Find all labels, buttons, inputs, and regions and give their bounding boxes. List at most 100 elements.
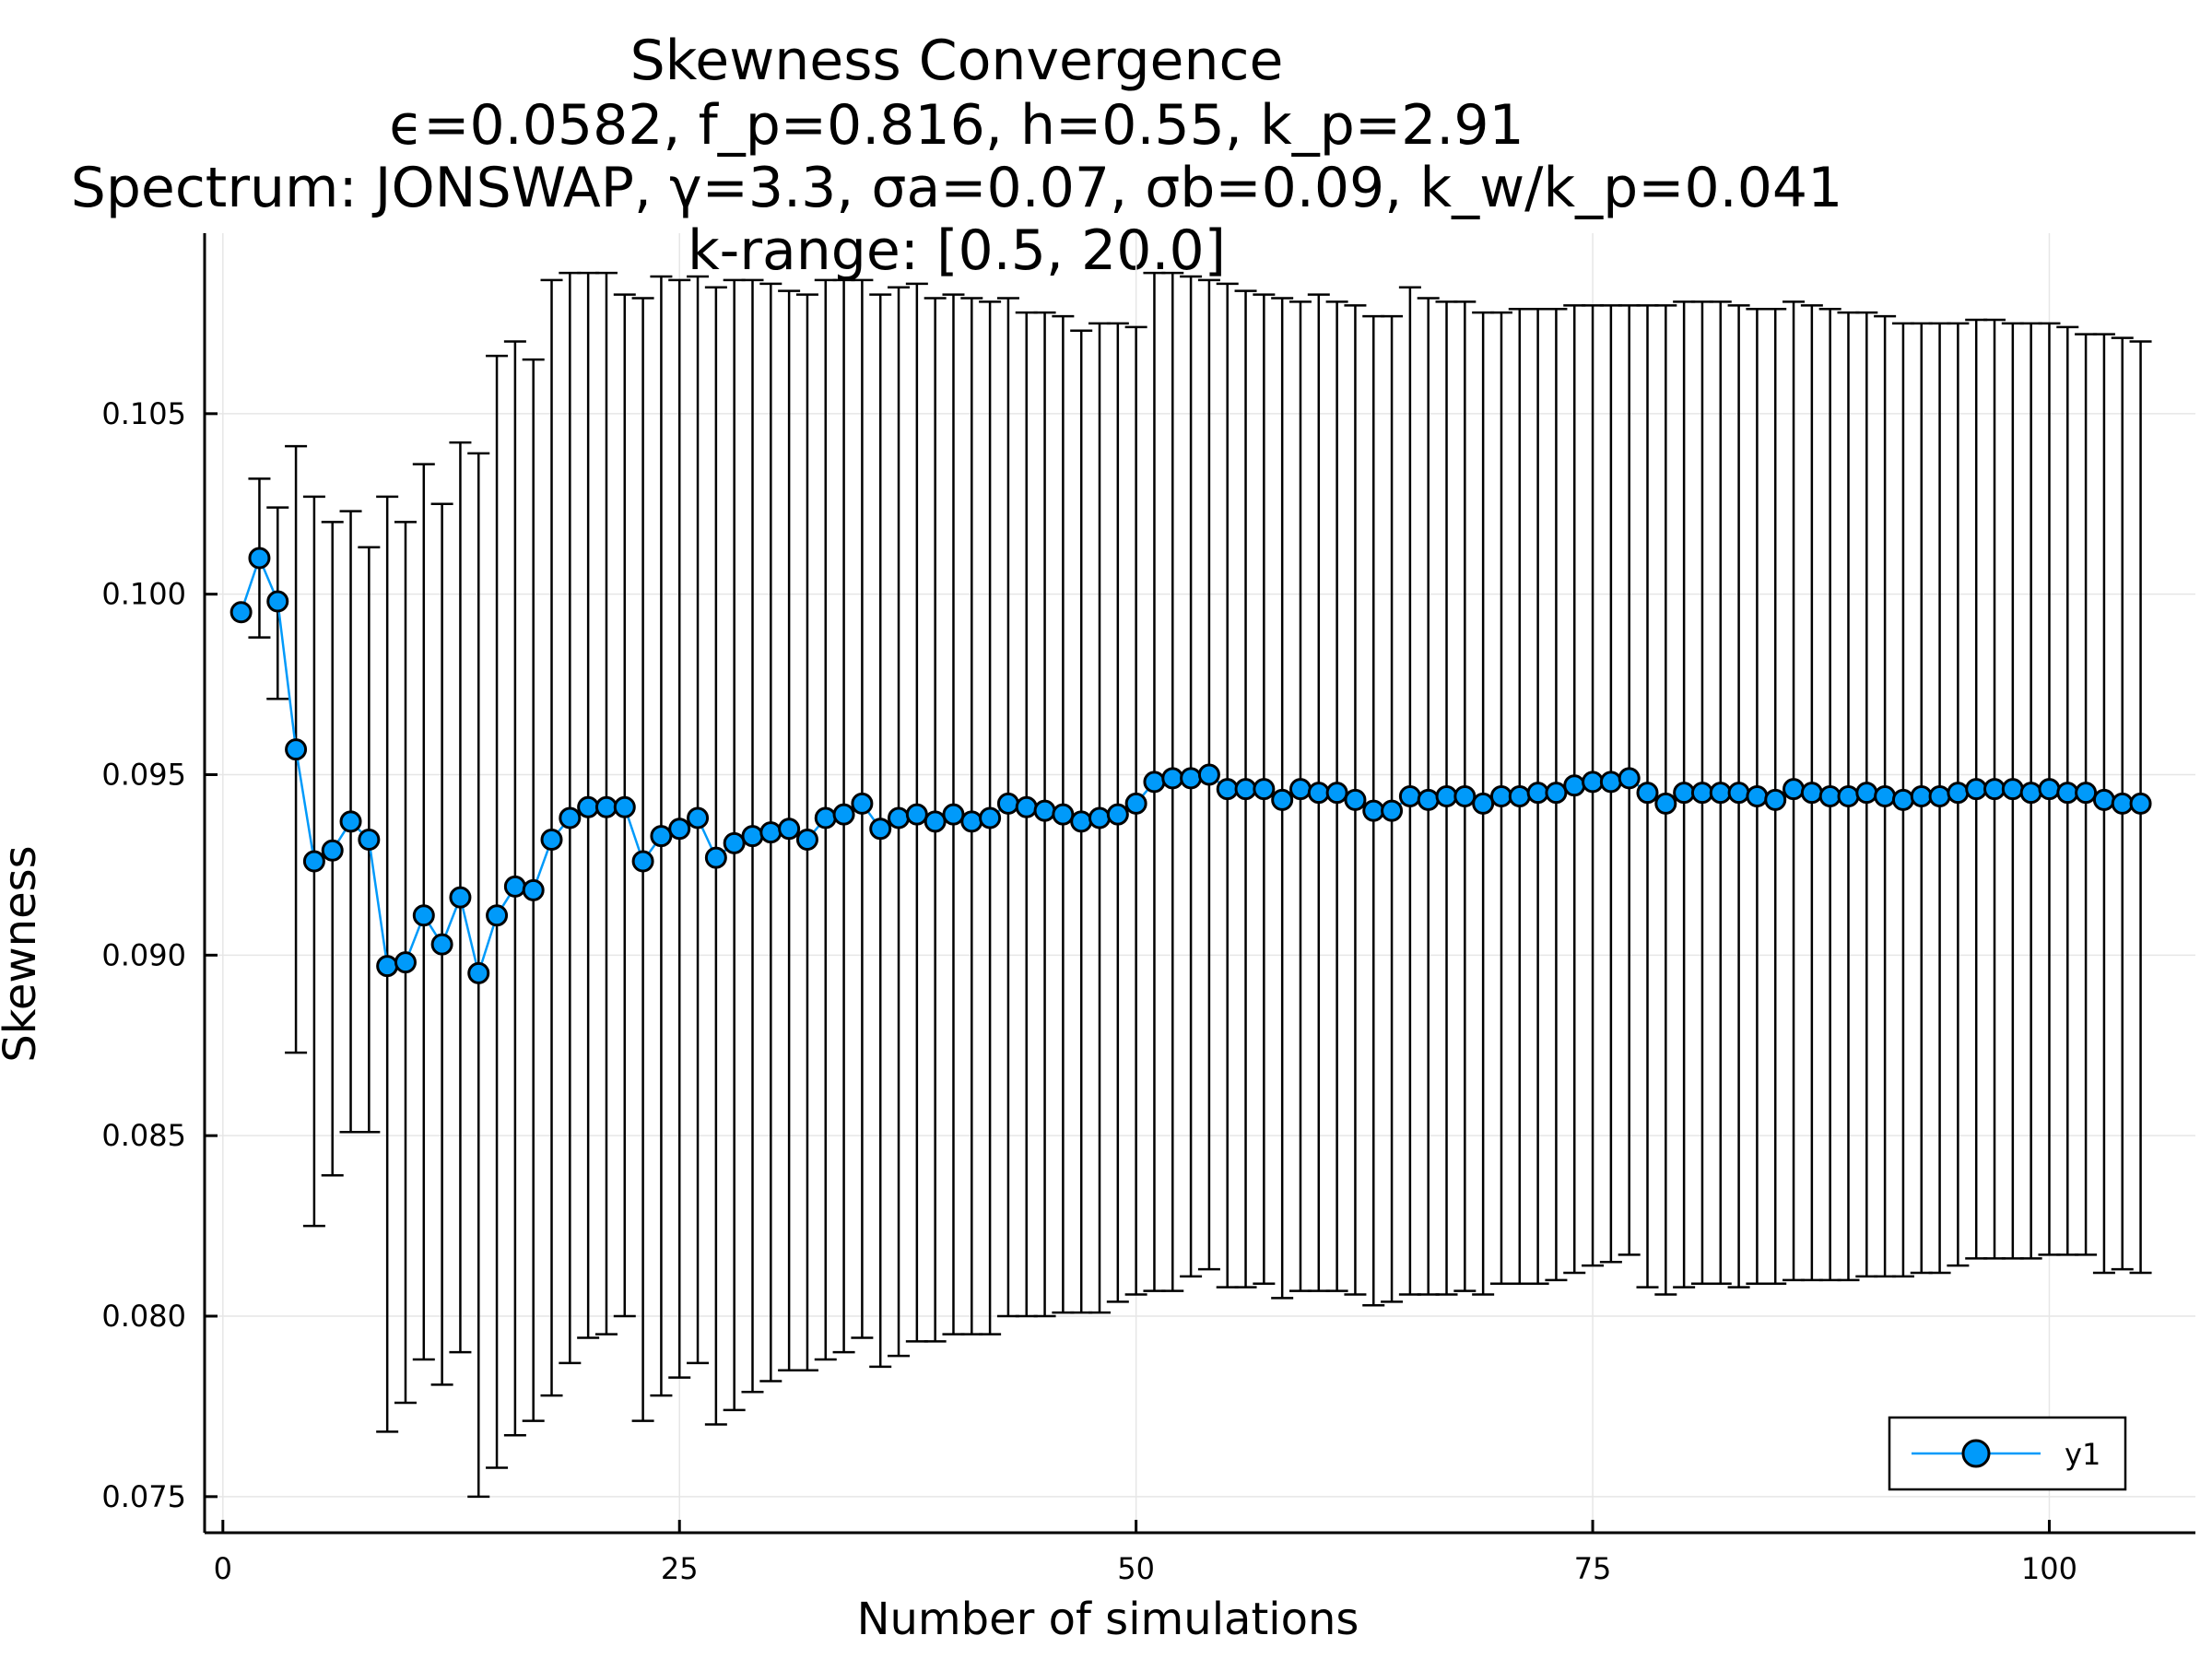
data-point	[704, 846, 727, 869]
data-point	[613, 795, 636, 818]
data-point	[1234, 778, 1257, 801]
x-tick-label: 75	[1574, 1551, 1612, 1586]
data-point	[996, 792, 1019, 815]
data-point	[285, 738, 308, 761]
data-point	[1052, 803, 1075, 826]
legend: y1	[1888, 1416, 2127, 1491]
data-point	[668, 818, 691, 841]
data-point	[1783, 778, 1806, 801]
chart-subtitle-line-2: Spectrum: JONSWAP, γ=3.3, σa=0.07, σb=0.…	[70, 156, 1843, 220]
data-point	[1417, 788, 1440, 811]
data-point	[759, 821, 782, 844]
data-point	[1727, 782, 1750, 805]
y-tick-label: 0.090	[101, 937, 186, 972]
data-point	[1563, 774, 1586, 797]
data-point	[778, 818, 801, 841]
data-point	[924, 810, 947, 833]
legend-label: y1	[2065, 1437, 2100, 1472]
data-point	[540, 829, 563, 851]
data-point	[2056, 782, 2079, 805]
data-point	[559, 806, 582, 830]
y-tick-label: 0.095	[101, 758, 186, 793]
data-point	[2129, 792, 2152, 815]
x-tick-label: 0	[214, 1551, 232, 1586]
data-point	[1910, 785, 1933, 807]
data-point	[1928, 785, 1951, 807]
data-point	[248, 547, 271, 570]
data-point	[1508, 785, 1531, 807]
data-point	[394, 951, 417, 974]
data-point	[376, 955, 399, 978]
data-point	[1874, 785, 1897, 807]
axes-layer: 0 25 50 75 100 0.075 0.080 0.085 0.090 0.095 0.100…	[101, 233, 2195, 1586]
data-point	[1545, 782, 1568, 805]
data-point	[1709, 782, 1732, 805]
data-point	[1088, 806, 1112, 830]
y-tick-label: 0.085	[101, 1118, 186, 1153]
marker-layer	[229, 547, 2152, 984]
data-point	[1489, 785, 1512, 807]
grid-layer	[205, 233, 2195, 1533]
data-point	[1307, 782, 1330, 805]
data-point	[1965, 778, 1988, 801]
data-point	[1070, 810, 1093, 833]
data-point	[1891, 788, 1914, 811]
data-point	[1106, 803, 1129, 826]
data-point	[1271, 788, 1294, 811]
chart-title: Skewness Convergence	[629, 29, 1284, 93]
data-point	[522, 878, 545, 901]
data-point	[741, 825, 764, 848]
data-point	[577, 795, 600, 818]
data-point	[1636, 782, 1659, 805]
x-axis-label: Number of simulations	[856, 1594, 1359, 1645]
data-point	[1618, 767, 1641, 790]
data-point	[1526, 782, 1549, 805]
data-point	[430, 933, 453, 956]
y-axis-label: Skewness	[0, 845, 46, 1063]
data-point	[723, 831, 746, 854]
y-tick-label: 0.105	[101, 396, 186, 431]
data-point	[942, 803, 965, 826]
data-point	[2019, 782, 2042, 805]
data-point	[888, 806, 911, 830]
data-point	[979, 806, 1002, 830]
data-point	[1253, 778, 1276, 801]
data-point	[1764, 788, 1787, 811]
data-point	[1362, 799, 1385, 822]
data-point	[832, 803, 855, 826]
data-point	[869, 818, 892, 841]
data-point	[486, 904, 509, 927]
data-point	[302, 850, 325, 873]
data-point	[2111, 792, 2134, 815]
data-point	[449, 886, 472, 909]
y-tick-label: 0.075	[101, 1479, 186, 1514]
data-point	[814, 806, 837, 830]
data-point	[1800, 782, 1823, 805]
data-point	[2001, 778, 2024, 801]
data-point	[1325, 782, 1348, 805]
data-point	[1947, 782, 1970, 805]
x-tick-label: 100	[2021, 1551, 2077, 1586]
data-point	[650, 825, 673, 848]
data-point	[2038, 778, 2061, 801]
data-point	[1015, 795, 1038, 818]
legend-marker-swatch	[1961, 1439, 1991, 1468]
data-point	[960, 810, 983, 833]
data-point	[229, 601, 253, 624]
data-point	[1344, 788, 1367, 811]
data-point	[339, 810, 362, 833]
data-point	[594, 795, 618, 818]
data-point	[1855, 782, 1878, 805]
data-point	[1161, 767, 1184, 790]
data-point	[1143, 771, 1166, 794]
data-point	[1983, 778, 2006, 801]
data-point	[1381, 799, 1404, 822]
data-point	[2092, 788, 2115, 811]
data-point	[905, 803, 928, 826]
data-point	[1654, 792, 1677, 815]
data-point	[1599, 771, 1622, 794]
data-point	[1288, 778, 1312, 801]
chart-subtitle-line-1: ϵ=0.0582, f_p=0.816, h=0.55, k_p=2.91	[389, 93, 1524, 158]
data-point	[1746, 785, 1769, 807]
data-point	[2075, 782, 2098, 805]
